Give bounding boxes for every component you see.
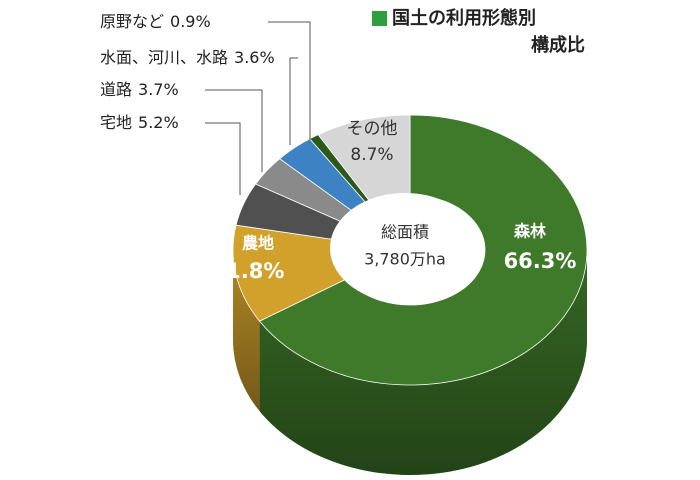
value-label: 11.8% bbox=[212, 259, 285, 283]
slice-label: 森林 bbox=[514, 222, 546, 241]
legend-swatch bbox=[372, 11, 387, 26]
leader-line bbox=[268, 21, 311, 140]
category-name: 宅地 bbox=[100, 113, 132, 132]
slice-label: 農地 bbox=[242, 234, 274, 253]
category-name: 道路 bbox=[100, 80, 132, 99]
slice-label: 水面、河川、水路 3.6% bbox=[100, 48, 275, 67]
category-name: 水面、河川、水路 bbox=[100, 48, 228, 67]
slice-label: 道路 3.7% bbox=[100, 80, 179, 99]
leader-line bbox=[205, 122, 241, 195]
value-label: 3.7% bbox=[138, 80, 179, 99]
leader-line bbox=[289, 57, 298, 145]
pie bbox=[232, 114, 588, 475]
value-label: 3.6% bbox=[234, 48, 275, 67]
hole bbox=[330, 193, 480, 303]
chart-title: 構成比 bbox=[531, 34, 585, 56]
slice-label: 原野など 0.9% bbox=[100, 12, 211, 31]
value-label: 8.7% bbox=[350, 145, 393, 165]
side-shade bbox=[259, 250, 587, 475]
value-label: 66.3% bbox=[504, 249, 577, 273]
chart-title: 国土の利用形態別 bbox=[392, 7, 536, 29]
center-label: 総面積 bbox=[381, 223, 429, 242]
slice-label: その他 bbox=[347, 119, 398, 139]
value-label: 5.2% bbox=[138, 113, 179, 132]
value-label: 0.9% bbox=[170, 12, 211, 31]
center-value: 3,780万ha bbox=[364, 250, 446, 269]
side-shade bbox=[233, 250, 260, 412]
slice bbox=[258, 114, 588, 386]
leader-line bbox=[205, 89, 263, 172]
category-name: 原野など bbox=[100, 12, 164, 31]
slice-label: 宅地 5.2% bbox=[100, 113, 179, 132]
